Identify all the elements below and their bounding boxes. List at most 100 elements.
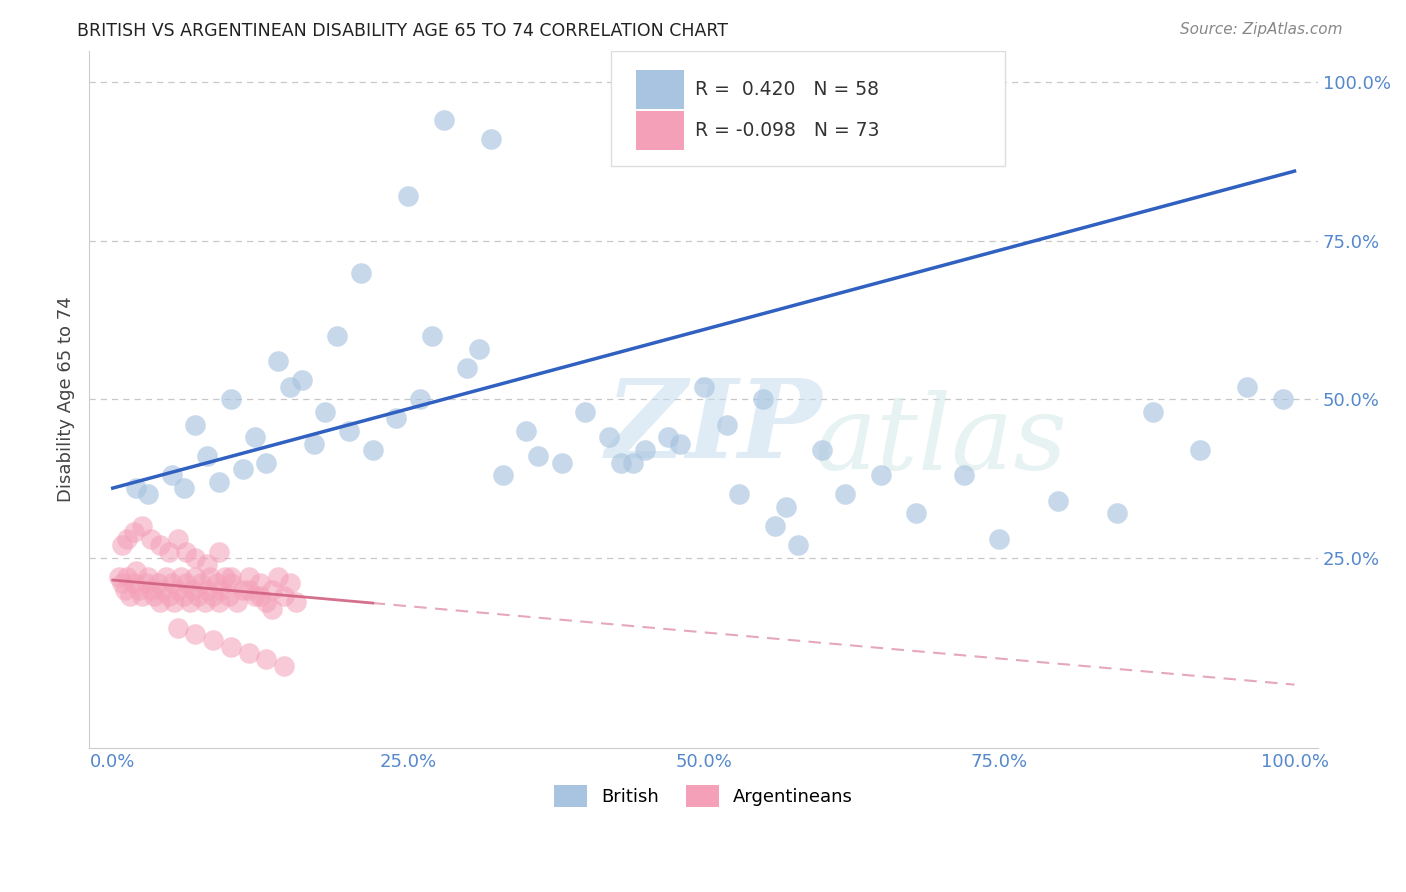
Point xyxy=(174,576,197,591)
Point xyxy=(249,576,271,591)
Point xyxy=(114,582,136,597)
Point xyxy=(139,532,162,546)
Point xyxy=(163,595,186,609)
Point xyxy=(136,570,159,584)
Point xyxy=(350,266,373,280)
Point xyxy=(1047,493,1070,508)
Point xyxy=(291,373,314,387)
Point xyxy=(150,582,173,597)
Point xyxy=(254,456,277,470)
Point xyxy=(728,487,751,501)
Point xyxy=(243,589,266,603)
Point xyxy=(131,519,153,533)
Point xyxy=(409,392,432,407)
Point xyxy=(988,532,1011,546)
Point xyxy=(195,557,218,571)
Point xyxy=(396,189,419,203)
Text: BRITISH VS ARGENTINEAN DISABILITY AGE 65 TO 74 CORRELATION CHART: BRITISH VS ARGENTINEAN DISABILITY AGE 65… xyxy=(77,22,728,40)
Point xyxy=(238,570,260,584)
Point xyxy=(111,576,134,591)
Point xyxy=(870,468,893,483)
Text: ZIP: ZIP xyxy=(605,374,823,481)
Point xyxy=(209,582,232,597)
Point xyxy=(205,576,228,591)
Point xyxy=(187,589,209,603)
Point xyxy=(122,576,145,591)
Point xyxy=(190,576,212,591)
Point xyxy=(385,411,408,425)
Point xyxy=(115,532,138,546)
Point xyxy=(136,487,159,501)
Point xyxy=(952,468,974,483)
Point xyxy=(202,589,225,603)
Point xyxy=(219,576,242,591)
Point xyxy=(232,582,254,597)
Point xyxy=(238,646,260,660)
Point xyxy=(146,576,169,591)
Point xyxy=(267,570,290,584)
Point xyxy=(232,462,254,476)
Point xyxy=(166,582,188,597)
Point xyxy=(181,582,204,597)
Point xyxy=(139,582,162,597)
FancyBboxPatch shape xyxy=(636,70,683,109)
Point xyxy=(598,430,620,444)
Point xyxy=(1107,507,1129,521)
Point xyxy=(195,450,218,464)
Point xyxy=(492,468,515,483)
Point xyxy=(633,443,655,458)
Text: atlas: atlas xyxy=(814,391,1067,492)
Point xyxy=(219,392,242,407)
Point xyxy=(751,392,773,407)
Point xyxy=(657,430,679,444)
Point xyxy=(610,456,633,470)
Point xyxy=(1188,443,1211,458)
Point xyxy=(115,570,138,584)
Point xyxy=(125,564,148,578)
Point xyxy=(479,132,502,146)
Point xyxy=(905,507,928,521)
Point xyxy=(420,329,443,343)
Point xyxy=(273,658,295,673)
Point xyxy=(574,405,596,419)
Point xyxy=(262,601,284,615)
Point xyxy=(208,595,231,609)
Point xyxy=(219,570,242,584)
Point xyxy=(468,342,491,356)
Point xyxy=(1236,379,1258,393)
Point xyxy=(149,538,172,552)
Point xyxy=(143,589,166,603)
Point xyxy=(254,652,277,666)
Point xyxy=(225,595,247,609)
FancyBboxPatch shape xyxy=(636,111,683,150)
Point xyxy=(361,443,384,458)
Point xyxy=(302,436,325,450)
Point xyxy=(135,576,157,591)
Point xyxy=(120,589,142,603)
Point xyxy=(267,354,290,368)
Point xyxy=(173,589,195,603)
Point xyxy=(125,481,148,495)
Point xyxy=(527,450,550,464)
Point xyxy=(1271,392,1294,407)
Point xyxy=(551,456,574,470)
Point xyxy=(337,424,360,438)
Point xyxy=(716,417,738,432)
Point xyxy=(111,538,134,552)
Point xyxy=(621,456,644,470)
Point xyxy=(254,595,277,609)
Point xyxy=(278,576,301,591)
Point xyxy=(834,487,856,501)
Text: R =  0.420   N = 58: R = 0.420 N = 58 xyxy=(695,80,879,99)
Text: R = -0.098   N = 73: R = -0.098 N = 73 xyxy=(695,120,880,140)
Point xyxy=(238,582,260,597)
Point xyxy=(278,379,301,393)
Point xyxy=(273,589,295,603)
Point xyxy=(107,570,129,584)
Point xyxy=(219,640,242,654)
Point xyxy=(692,379,714,393)
Point xyxy=(128,582,150,597)
Point xyxy=(170,570,193,584)
Point xyxy=(249,589,271,603)
Point xyxy=(775,500,797,515)
